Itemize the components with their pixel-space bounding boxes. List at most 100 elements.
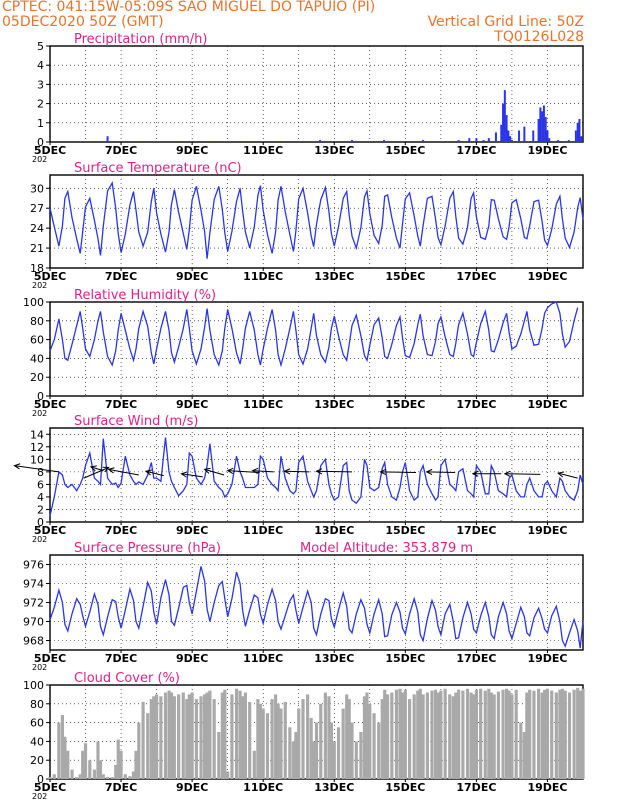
wind-ytick-label: 2 (37, 503, 44, 516)
cloud-bar (217, 732, 221, 779)
cloud-bar (519, 722, 523, 779)
precip-xtick-label: 9DEC (176, 144, 208, 157)
cloud-bar (261, 708, 265, 779)
cloud-bar (507, 690, 511, 779)
cloud-bar (558, 689, 562, 779)
cloud-bar (501, 689, 505, 779)
precip-bar (319, 140, 322, 142)
cloud-bar (451, 696, 455, 779)
precip-bar (580, 136, 583, 142)
precip-bar (541, 111, 544, 142)
cloud-bar (436, 692, 440, 779)
cloud-bar (155, 694, 159, 779)
cloud-bar (489, 692, 493, 779)
cloud-ytick-label: 20 (30, 754, 44, 767)
wind-arrow (504, 473, 541, 475)
cloud-bar (362, 696, 367, 779)
precip-ytick-label: 3 (37, 78, 44, 91)
wind-arrow (426, 471, 456, 473)
cloud-bar (341, 708, 345, 779)
panel-precip: 0 1 2 3 4 5 5DEC 7DEC 9DEC 11DEC 13DEC 15DEC 17DEC 19… (32, 32, 584, 164)
temp-ytick-label: 27 (30, 202, 44, 215)
precip-ytick-label: 2 (37, 98, 44, 111)
precip-bar (567, 140, 570, 142)
wind-ytick-label: 12 (30, 441, 44, 454)
precip-bar (487, 138, 490, 142)
cloud-bar (241, 696, 245, 779)
pres-ytick-label: 974 (23, 578, 44, 591)
precip-year-fragment: 202 (32, 155, 47, 164)
wind-xtick-label: 19DEC (527, 524, 567, 537)
temp-ytick-label: 21 (30, 242, 44, 255)
cloud-bar (377, 722, 381, 779)
cloud-bar (294, 732, 298, 779)
wind-ytick-label: 14 (30, 428, 44, 441)
precip-title: Precipitation (mm/h) (74, 32, 207, 47)
pres-xtick-label: 13DEC (314, 652, 354, 665)
precip-bar (383, 140, 386, 142)
wind-xtick-label: 9DEC (176, 524, 208, 537)
cloud-bar (522, 732, 526, 779)
precip-bar (246, 141, 249, 142)
wind-arrow (145, 470, 164, 477)
wind-arrow-head (102, 466, 110, 473)
wind-ytick-label: 6 (37, 478, 44, 491)
cloud-bar (220, 692, 224, 779)
temp-xtick-label: 9DEC (176, 270, 208, 283)
cloud-xtick-label: 13DEC (314, 781, 354, 794)
temp-frame (49, 174, 584, 269)
cloud-bar (550, 690, 554, 779)
wind-arrow (90, 466, 104, 472)
rh-title: Relative Humidity (%) (74, 288, 216, 303)
precip-bar (557, 140, 560, 142)
wind-arrow-head (425, 468, 433, 476)
cloud-bar (256, 699, 260, 779)
pres-ytick-label: 968 (23, 635, 44, 648)
cloud-bar (212, 699, 216, 779)
precip-bar (574, 130, 577, 142)
cloud-bar (70, 769, 74, 779)
wind-arrow-head (471, 470, 479, 477)
cloud-bar (479, 688, 483, 779)
cloud-bar (83, 743, 88, 779)
cloud-bar (505, 688, 509, 779)
cloud-bar (487, 688, 491, 779)
precip-bar (503, 90, 506, 142)
rh-xtick-label: 15DEC (385, 398, 425, 411)
pres-xtick-label: 17DEC (456, 652, 496, 665)
cloud-bar (532, 690, 536, 779)
precip-bar (518, 130, 521, 142)
precip-ytick-label: 1 (37, 117, 44, 130)
precip-xtick-label: 11DEC (243, 144, 283, 157)
cloud-bar (443, 688, 447, 779)
temp-title: Surface Temperature (nC) (74, 161, 242, 176)
cloud-bar (572, 689, 576, 779)
precip-bar (546, 130, 549, 142)
cloud-bar (329, 722, 334, 779)
wind-arrow-head (251, 467, 259, 474)
cloud-bar (137, 722, 141, 779)
cloud-ytick-label: 100 (23, 679, 44, 692)
pres-extra-label: Model Altitude: 353.879 m (300, 541, 473, 556)
precip-bar (482, 140, 485, 142)
cloud-bar (75, 777, 79, 779)
wind-xtick-label: 17DEC (456, 524, 496, 537)
precip-bar (475, 138, 478, 142)
cloud-bar (96, 741, 100, 779)
cloud-bar (57, 722, 61, 779)
rh-xtick-label: 11DEC (243, 398, 283, 411)
rh-year-fragment: 202 (32, 409, 47, 418)
cloud-bar (383, 689, 387, 779)
cloud-bar (314, 722, 319, 779)
cloud-bar (66, 750, 70, 779)
cloud-bar (230, 694, 234, 779)
temp-xtick-label: 19DEC (527, 270, 567, 283)
pres-title: Surface Pressure (hPa) (74, 541, 221, 556)
cloud-bar (279, 708, 283, 779)
cloud-bar (319, 703, 323, 779)
cloud-bar (291, 741, 295, 779)
panel-rh: 0 20 40 60 80 100 5DEC 7DEC 9DEC 11DEC 13DEC 15DEC 1… (23, 288, 584, 418)
cloud-bar (297, 708, 301, 779)
header-date-line: 05DEC2020 50Z (GMT) (2, 14, 164, 30)
